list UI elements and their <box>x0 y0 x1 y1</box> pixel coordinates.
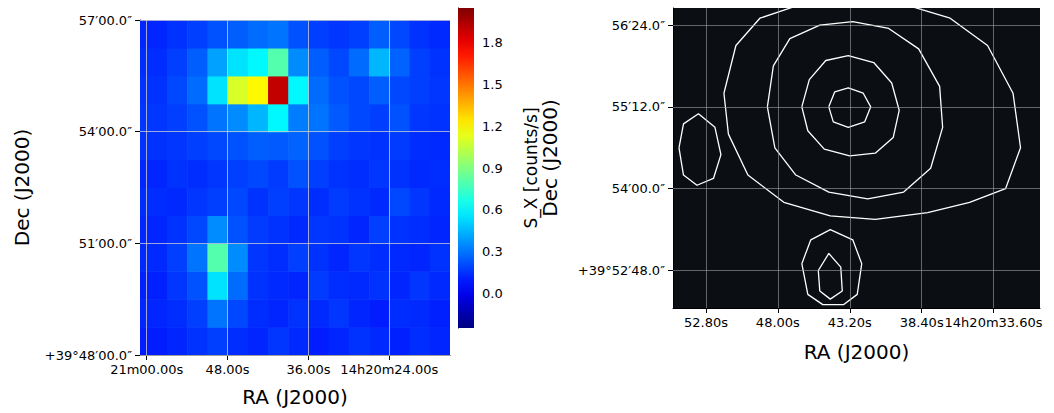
svg-text:21m00.00s: 21m00.00s <box>110 362 183 377</box>
svg-text:52.80s: 52.80s <box>684 315 728 330</box>
svg-text:54′00.0″: 54′00.0″ <box>612 181 665 196</box>
svg-text:+39°48′00.0″: +39°48′00.0″ <box>45 348 132 363</box>
svg-text:14h20m33.60s: 14h20m33.60s <box>945 315 1043 330</box>
svg-text:57′00.0″: 57′00.0″ <box>79 13 132 28</box>
svg-text:1.2: 1.2 <box>482 119 503 134</box>
svg-text:1.5: 1.5 <box>482 77 503 92</box>
svg-text:1.8: 1.8 <box>482 35 503 50</box>
svg-text:51′00.0″: 51′00.0″ <box>79 236 132 251</box>
svg-text:0.6: 0.6 <box>482 202 503 217</box>
svg-text:+39°52′48.0″: +39°52′48.0″ <box>578 263 665 278</box>
svg-text:0.0: 0.0 <box>482 286 503 301</box>
svg-text:56′24.0″: 56′24.0″ <box>612 18 665 33</box>
svg-text:RA (J2000): RA (J2000) <box>804 340 910 364</box>
svg-text:36.00s: 36.00s <box>286 362 330 377</box>
svg-text:55′12.0″: 55′12.0″ <box>612 99 665 114</box>
svg-text:Dec (J2000): Dec (J2000) <box>10 129 34 246</box>
svg-text:0.9: 0.9 <box>482 161 503 176</box>
svg-text:38.40s: 38.40s <box>900 315 944 330</box>
svg-text:S_X [counts/s]: S_X [counts/s] <box>520 107 541 229</box>
svg-text:RA (J2000): RA (J2000) <box>242 385 348 409</box>
svg-text:54′00.0″: 54′00.0″ <box>79 124 132 139</box>
svg-text:48.00s: 48.00s <box>206 362 250 377</box>
svg-text:0.3: 0.3 <box>482 244 503 259</box>
svg-text:48.00s: 48.00s <box>756 315 800 330</box>
svg-text:14h20m24.00s: 14h20m24.00s <box>340 362 438 377</box>
svg-text:43.20s: 43.20s <box>828 315 872 330</box>
svg-text:Dec (J2000): Dec (J2000) <box>538 99 562 216</box>
